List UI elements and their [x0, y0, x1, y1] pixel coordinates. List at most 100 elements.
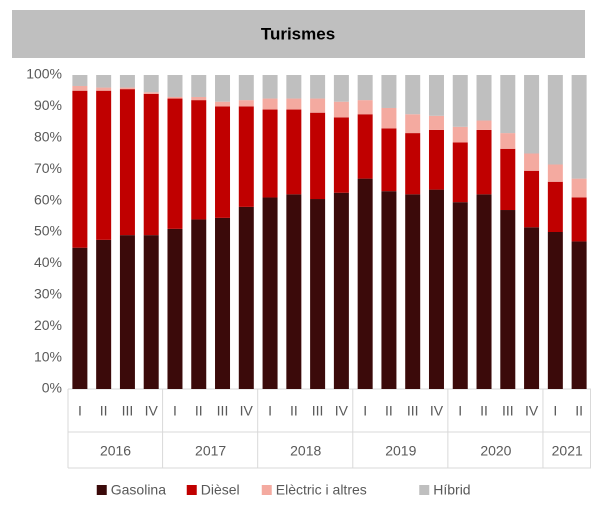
bar-segment [96, 90, 112, 240]
bar-segment [357, 100, 373, 115]
bar-segment [476, 75, 492, 121]
bar-segment [524, 153, 540, 171]
bar-segment [119, 75, 135, 88]
bar-segment [405, 133, 421, 195]
bar-segment [333, 117, 349, 193]
bar-segment [167, 228, 183, 389]
bar-segment [191, 219, 207, 389]
group-label: 2021 [552, 443, 583, 459]
group-label: 2019 [385, 443, 416, 459]
x-tick-label: I [458, 403, 462, 419]
x-tick-label: I [78, 403, 82, 419]
x-tick-label: IV [525, 403, 539, 419]
bar-segment [310, 98, 326, 113]
legend-swatch [186, 485, 197, 495]
bar-segment [428, 115, 444, 130]
bar-segment [143, 92, 159, 94]
y-tick-label: 0% [42, 380, 62, 396]
bar-segment [571, 197, 587, 242]
x-tick-label: I [553, 403, 557, 419]
bar-segment [72, 85, 88, 91]
bar-segment [547, 181, 563, 232]
x-tick-label: IV [430, 403, 444, 419]
legend-label: Dièsel [201, 482, 240, 498]
bar-segment [167, 98, 183, 229]
y-tick-label: 80% [34, 129, 62, 145]
chart-title: Turismes [261, 24, 335, 43]
y-tick-label: 60% [34, 191, 62, 207]
bar-segment [500, 133, 516, 149]
x-tick-label: II [575, 403, 583, 419]
bar-segment [452, 142, 468, 203]
bar-segment [428, 129, 444, 190]
bar-segment [96, 87, 112, 91]
bar-segment [547, 75, 563, 165]
y-tick-label: 30% [34, 286, 62, 302]
bar-segment [405, 114, 421, 134]
bar-segment [381, 75, 397, 108]
group-label: 2017 [195, 443, 226, 459]
bar-segment [500, 75, 516, 134]
legend-swatch [419, 485, 430, 495]
group-label: 2020 [480, 443, 511, 459]
bar-segment [191, 75, 207, 97]
bar-segment [286, 109, 302, 195]
bar-segment [238, 106, 254, 207]
bar-segment [238, 206, 254, 389]
bar-segment [72, 75, 88, 86]
bar-segment [96, 75, 112, 88]
x-tick-label: III [217, 403, 229, 419]
x-tick-label: III [407, 403, 419, 419]
legend-label: Elèctric i altres [276, 482, 367, 498]
bar-segment [547, 164, 563, 182]
x-tick-label: I [173, 403, 177, 419]
legend-label: Gasolina [111, 482, 166, 498]
bar-segment [119, 235, 135, 389]
bar-segment [381, 191, 397, 389]
x-tick-label: III [122, 403, 134, 419]
bar-segment [524, 227, 540, 389]
bar-segment [143, 93, 159, 236]
bar-segment [500, 148, 516, 211]
y-tick-label: 70% [34, 160, 62, 176]
x-tick-label: IV [335, 403, 349, 419]
legend-swatch [261, 485, 272, 495]
y-tick-label: 90% [34, 97, 62, 113]
bar-segment [571, 178, 587, 198]
group-label: 2016 [100, 443, 131, 459]
title-box [12, 10, 585, 58]
x-tick-label: III [312, 403, 324, 419]
x-tick-label: I [363, 403, 367, 419]
bar-segment [357, 114, 373, 179]
bar-segment [381, 128, 397, 192]
bar-segment [215, 106, 231, 218]
legend-swatch [96, 485, 107, 495]
bar-segment [333, 101, 349, 118]
y-tick-label: 10% [34, 348, 62, 364]
bar-segment [167, 96, 183, 99]
x-tick-label: III [502, 403, 514, 419]
group-label: 2018 [290, 443, 321, 459]
bar-segment [215, 217, 231, 389]
bar-segment [238, 75, 254, 101]
x-tick-label: IV [145, 403, 159, 419]
bar-segment [405, 194, 421, 389]
bar-segment [143, 75, 159, 93]
bar-segment [405, 75, 421, 115]
y-tick-label: 40% [34, 254, 62, 270]
y-tick-label: 100% [26, 66, 62, 82]
bar-segment [452, 202, 468, 389]
x-tick-label: II [100, 403, 108, 419]
bar-segment [191, 96, 207, 101]
bar-segment [286, 75, 302, 99]
bar-segment [286, 98, 302, 110]
bar-segment [72, 247, 88, 389]
bar-segment [96, 239, 112, 389]
bar-segment [72, 90, 88, 248]
bar-segment [500, 210, 516, 389]
bar-segment [476, 129, 492, 195]
y-tick-label: 20% [34, 317, 62, 333]
bar-segment [238, 100, 254, 107]
bar-segment [333, 192, 349, 389]
bar-segment [547, 232, 563, 389]
